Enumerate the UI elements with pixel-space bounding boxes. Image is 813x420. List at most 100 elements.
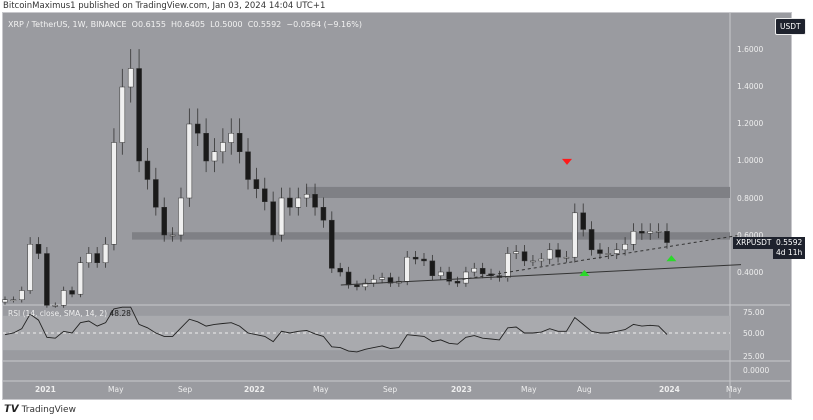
candle-body (429, 260, 436, 276)
candle-body (303, 194, 310, 199)
rsi-tick: 75.00 (743, 308, 765, 317)
candle-body (622, 244, 628, 251)
last-price-tag: 0.5592 (773, 237, 806, 249)
candle-body (94, 253, 100, 263)
candle-body (555, 249, 561, 258)
candle-body (111, 142, 117, 245)
candle-body (287, 197, 293, 208)
rsi-tick: 50.00 (743, 329, 765, 338)
candle-body (262, 188, 268, 202)
candle-body (136, 68, 142, 162)
candle-body (2, 299, 8, 303)
zero-tick: 0.0000 (743, 366, 770, 375)
tradingview-logo[interactable]: 𝙏𝙑 TradingView (4, 404, 76, 415)
candle-body (630, 231, 637, 245)
candle-body (245, 151, 251, 180)
time-tick: May (108, 385, 124, 394)
candle-body (412, 256, 419, 260)
candle-body (530, 260, 536, 263)
price-tick: 0.4000 (737, 268, 764, 277)
candle-body (60, 290, 67, 306)
price-tick: 1.0000 (737, 156, 764, 165)
candle-body (546, 249, 553, 260)
candle-body (228, 133, 235, 143)
open-value: O0.6155 (131, 20, 166, 29)
candle-body (446, 271, 452, 282)
candle-body (203, 133, 209, 162)
currency-button[interactable]: USDT (775, 18, 806, 35)
time-tick: 2021 (35, 385, 56, 394)
candle-body (655, 231, 662, 233)
candle-body (119, 86, 126, 143)
candle-body (479, 268, 486, 275)
time-tick: Sep (383, 385, 398, 394)
candle-body (664, 231, 670, 243)
support-zone (132, 232, 730, 240)
candle-body (597, 249, 603, 254)
price-tick: 0.8000 (737, 194, 764, 203)
change-value: −0.0564 (−9.16%) (286, 20, 362, 29)
candle-body (639, 231, 645, 234)
candle-body (44, 253, 50, 306)
rsi-legend: RSI (14, close, SMA, 14, 2) 48.28 (8, 309, 131, 318)
high-value: H0.6405 (171, 20, 206, 29)
candle-body (354, 284, 360, 288)
candle-body (77, 262, 84, 295)
close-value: C0.5592 (247, 20, 282, 29)
candle-body (379, 277, 385, 280)
candle-body (521, 251, 528, 262)
symbol-price-tag: XRPUSDT (733, 237, 775, 249)
candle-body (421, 258, 427, 262)
candle-body (437, 271, 444, 276)
candle-body (69, 290, 75, 295)
candle-body (605, 253, 612, 255)
time-tick: Aug (577, 385, 592, 394)
candle-body (647, 231, 653, 234)
time-tick: 2022 (244, 385, 265, 394)
candle-body (86, 253, 92, 263)
candle-body (102, 244, 109, 263)
candle-body (253, 179, 260, 189)
time-tick: May (726, 385, 742, 394)
candle-body (236, 133, 243, 152)
candle-body (463, 271, 469, 284)
candle-body (471, 268, 478, 273)
symbol-legend: XRP / TetherUS, 1W, BINANCE O0.6155 H0.6… (8, 20, 362, 29)
price-tick: 1.4000 (737, 82, 764, 91)
rsi-tick: 25.00 (743, 352, 765, 361)
symbol-label: XRP / TetherUS, 1W, BINANCE (8, 20, 127, 29)
rsi-line (4, 306, 668, 353)
candle-body (186, 123, 193, 199)
rsi-label: RSI (14, close, SMA, 14, 2) (8, 309, 108, 318)
time-tick: 2023 (451, 385, 472, 394)
candle-body (513, 251, 519, 254)
candle-body (345, 271, 352, 286)
time-tick: 2024 (659, 385, 680, 394)
candle-body (312, 194, 318, 208)
candle-body (613, 249, 620, 254)
bar-countdown: 4d 11h (773, 247, 806, 259)
time-tick: Sep (178, 385, 193, 394)
sell-arrow-icon (562, 158, 572, 165)
candle-body (27, 244, 33, 291)
candle-body (454, 281, 461, 284)
candle-body (161, 207, 167, 236)
time-tick: May (313, 385, 329, 394)
candle-body (153, 179, 159, 208)
candle-body (278, 197, 285, 236)
buy-arrow-icon (666, 255, 677, 262)
candle-body (563, 256, 570, 259)
price-tick: 0.6000 (737, 231, 764, 240)
candle-body (169, 234, 176, 237)
candle-body (19, 290, 25, 300)
candle-body (35, 244, 42, 254)
candle-body (387, 277, 394, 284)
candle-body (144, 160, 151, 180)
candle-body (52, 305, 59, 307)
candle-body (588, 229, 595, 251)
price-tick: 1.6000 (737, 45, 764, 54)
candle-body (329, 219, 335, 269)
resistance-zone (306, 186, 730, 198)
candle-body (127, 68, 134, 88)
